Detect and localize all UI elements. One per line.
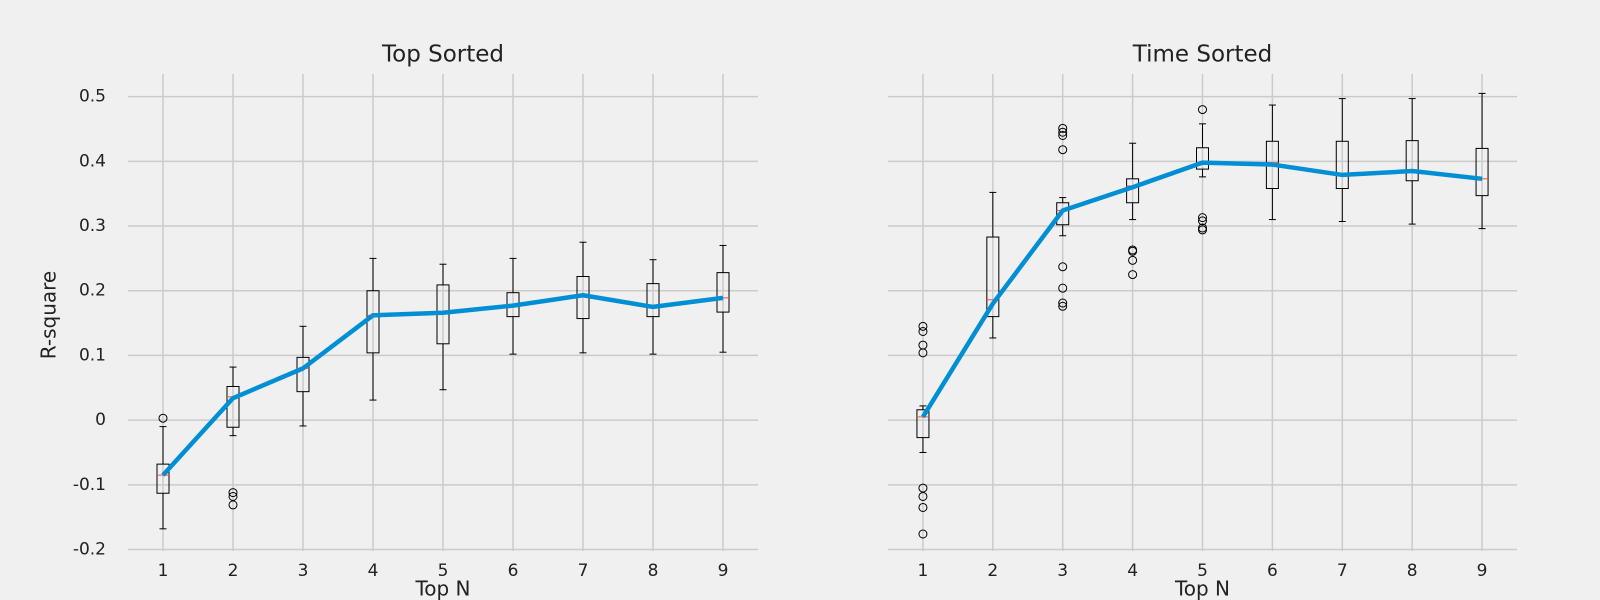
x-tick-label: 8 <box>648 561 659 581</box>
outlier <box>1128 246 1138 256</box>
x-tick-label: 7 <box>578 561 589 581</box>
x-tick-label: 9 <box>718 561 729 581</box>
outlier <box>1198 216 1207 226</box>
x-tick-label: 1 <box>918 561 929 581</box>
outlier <box>918 348 928 358</box>
y-tick-label: 0 <box>95 410 106 430</box>
outlier <box>918 326 928 336</box>
outlier <box>228 488 238 498</box>
x-tick-label: 2 <box>987 561 998 581</box>
x-axis-label: Top N <box>1174 577 1230 600</box>
y-tick-label: 0.5 <box>79 87 106 107</box>
y-tick-label: 0.3 <box>79 216 106 236</box>
outlier <box>1128 270 1138 280</box>
y-tick-label: 0.1 <box>79 345 106 365</box>
x-tick-label: 5 <box>1197 561 1208 581</box>
subplot-title: Top Sorted <box>381 42 504 68</box>
outlier <box>918 502 928 512</box>
x-tick-label: 3 <box>298 561 309 581</box>
y-tick-label: 0.2 <box>79 281 106 301</box>
outlier <box>1198 105 1207 115</box>
outlier <box>1058 283 1068 293</box>
box <box>986 236 1000 318</box>
box <box>296 356 310 393</box>
x-axis-label: Top N <box>414 577 470 600</box>
box <box>1056 202 1070 226</box>
box <box>646 283 660 318</box>
x-tick-label: 6 <box>508 561 519 581</box>
outlier <box>1058 301 1068 311</box>
mean-line <box>161 293 724 477</box>
box <box>1335 140 1349 190</box>
outlier <box>1198 225 1207 235</box>
x-tick-label: 7 <box>1337 561 1348 581</box>
x-tick-label: 4 <box>368 561 379 581</box>
outlier <box>158 413 168 423</box>
mean-line <box>921 160 1483 419</box>
y-tick-label: -0.1 <box>73 475 106 495</box>
x-tick-label: 8 <box>1407 561 1418 581</box>
box <box>716 272 730 313</box>
box <box>1196 147 1209 170</box>
outlier <box>1058 298 1068 308</box>
outlier <box>1198 213 1207 223</box>
x-tick-label: 2 <box>228 561 239 581</box>
y-tick-label: 0.4 <box>79 151 106 171</box>
box <box>1405 140 1419 182</box>
x-tick-label: 5 <box>438 561 449 581</box>
outlier <box>1058 130 1068 140</box>
outlier <box>228 500 238 510</box>
subplot-title: Time Sorted <box>1132 42 1273 68</box>
x-tick-label: 6 <box>1267 561 1278 581</box>
outlier <box>1058 262 1068 272</box>
outlier <box>918 491 928 501</box>
x-tick-label: 9 <box>1477 561 1488 581</box>
x-tick-label: 3 <box>1057 561 1068 581</box>
outlier <box>918 529 928 539</box>
outlier <box>1058 123 1068 133</box>
box <box>156 463 170 494</box>
y-tick-label: -0.2 <box>73 540 106 560</box>
x-tick-label: 4 <box>1127 561 1138 581</box>
x-tick-label: 1 <box>158 561 169 581</box>
y-axis-label: R-square <box>37 271 61 359</box>
outlier <box>1128 255 1138 265</box>
outlier <box>1058 127 1068 137</box>
box <box>1475 147 1489 197</box>
outlier <box>1058 145 1068 155</box>
outlier <box>918 321 928 331</box>
box <box>916 409 930 439</box>
